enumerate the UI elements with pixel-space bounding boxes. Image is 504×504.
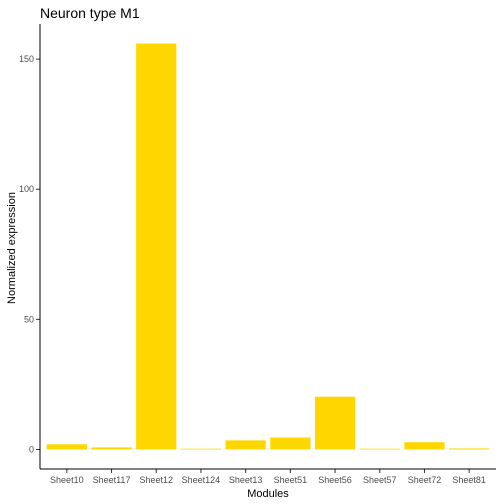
x-tick-label: Sheet81 bbox=[452, 475, 486, 485]
y-tick-label: 100 bbox=[19, 184, 34, 194]
bar-sheet12 bbox=[136, 43, 177, 450]
x-tick-label: Sheet12 bbox=[139, 475, 173, 485]
y-tick-label: 50 bbox=[24, 314, 34, 324]
bar-sheet10 bbox=[46, 444, 87, 450]
y-tick-label: 150 bbox=[19, 54, 34, 64]
y-tick-label: 0 bbox=[29, 444, 34, 454]
y-axis-title: Normalized expression bbox=[6, 192, 18, 304]
bar-sheet57 bbox=[359, 448, 400, 450]
bars-group bbox=[46, 43, 490, 450]
x-tick-label: Sheet13 bbox=[229, 475, 263, 485]
x-axis-ticks: Sheet10 Sheet117 Sheet12 Sheet124 Sheet13 She… bbox=[50, 469, 486, 485]
x-tick-label: Sheet124 bbox=[182, 475, 221, 485]
bar-sheet72 bbox=[404, 442, 445, 450]
x-tick-label: Sheet72 bbox=[408, 475, 442, 485]
x-tick-label: Sheet10 bbox=[50, 475, 84, 485]
x-tick-label: Sheet56 bbox=[318, 475, 352, 485]
bar-sheet51 bbox=[270, 437, 311, 450]
x-tick-label: Sheet57 bbox=[363, 475, 397, 485]
bar-sheet81 bbox=[449, 448, 490, 450]
x-tick-label: Sheet51 bbox=[274, 475, 308, 485]
bar-sheet13 bbox=[225, 440, 266, 450]
bar-sheet117 bbox=[91, 447, 132, 450]
y-axis-ticks: 0 50 100 150 bbox=[19, 54, 40, 454]
chart-title: Neuron type M1 bbox=[40, 5, 140, 21]
bar-sheet124 bbox=[180, 448, 222, 450]
x-tick-label: Sheet117 bbox=[93, 475, 131, 485]
bar-sheet56 bbox=[314, 396, 356, 450]
x-axis-title: Modules bbox=[247, 488, 289, 500]
